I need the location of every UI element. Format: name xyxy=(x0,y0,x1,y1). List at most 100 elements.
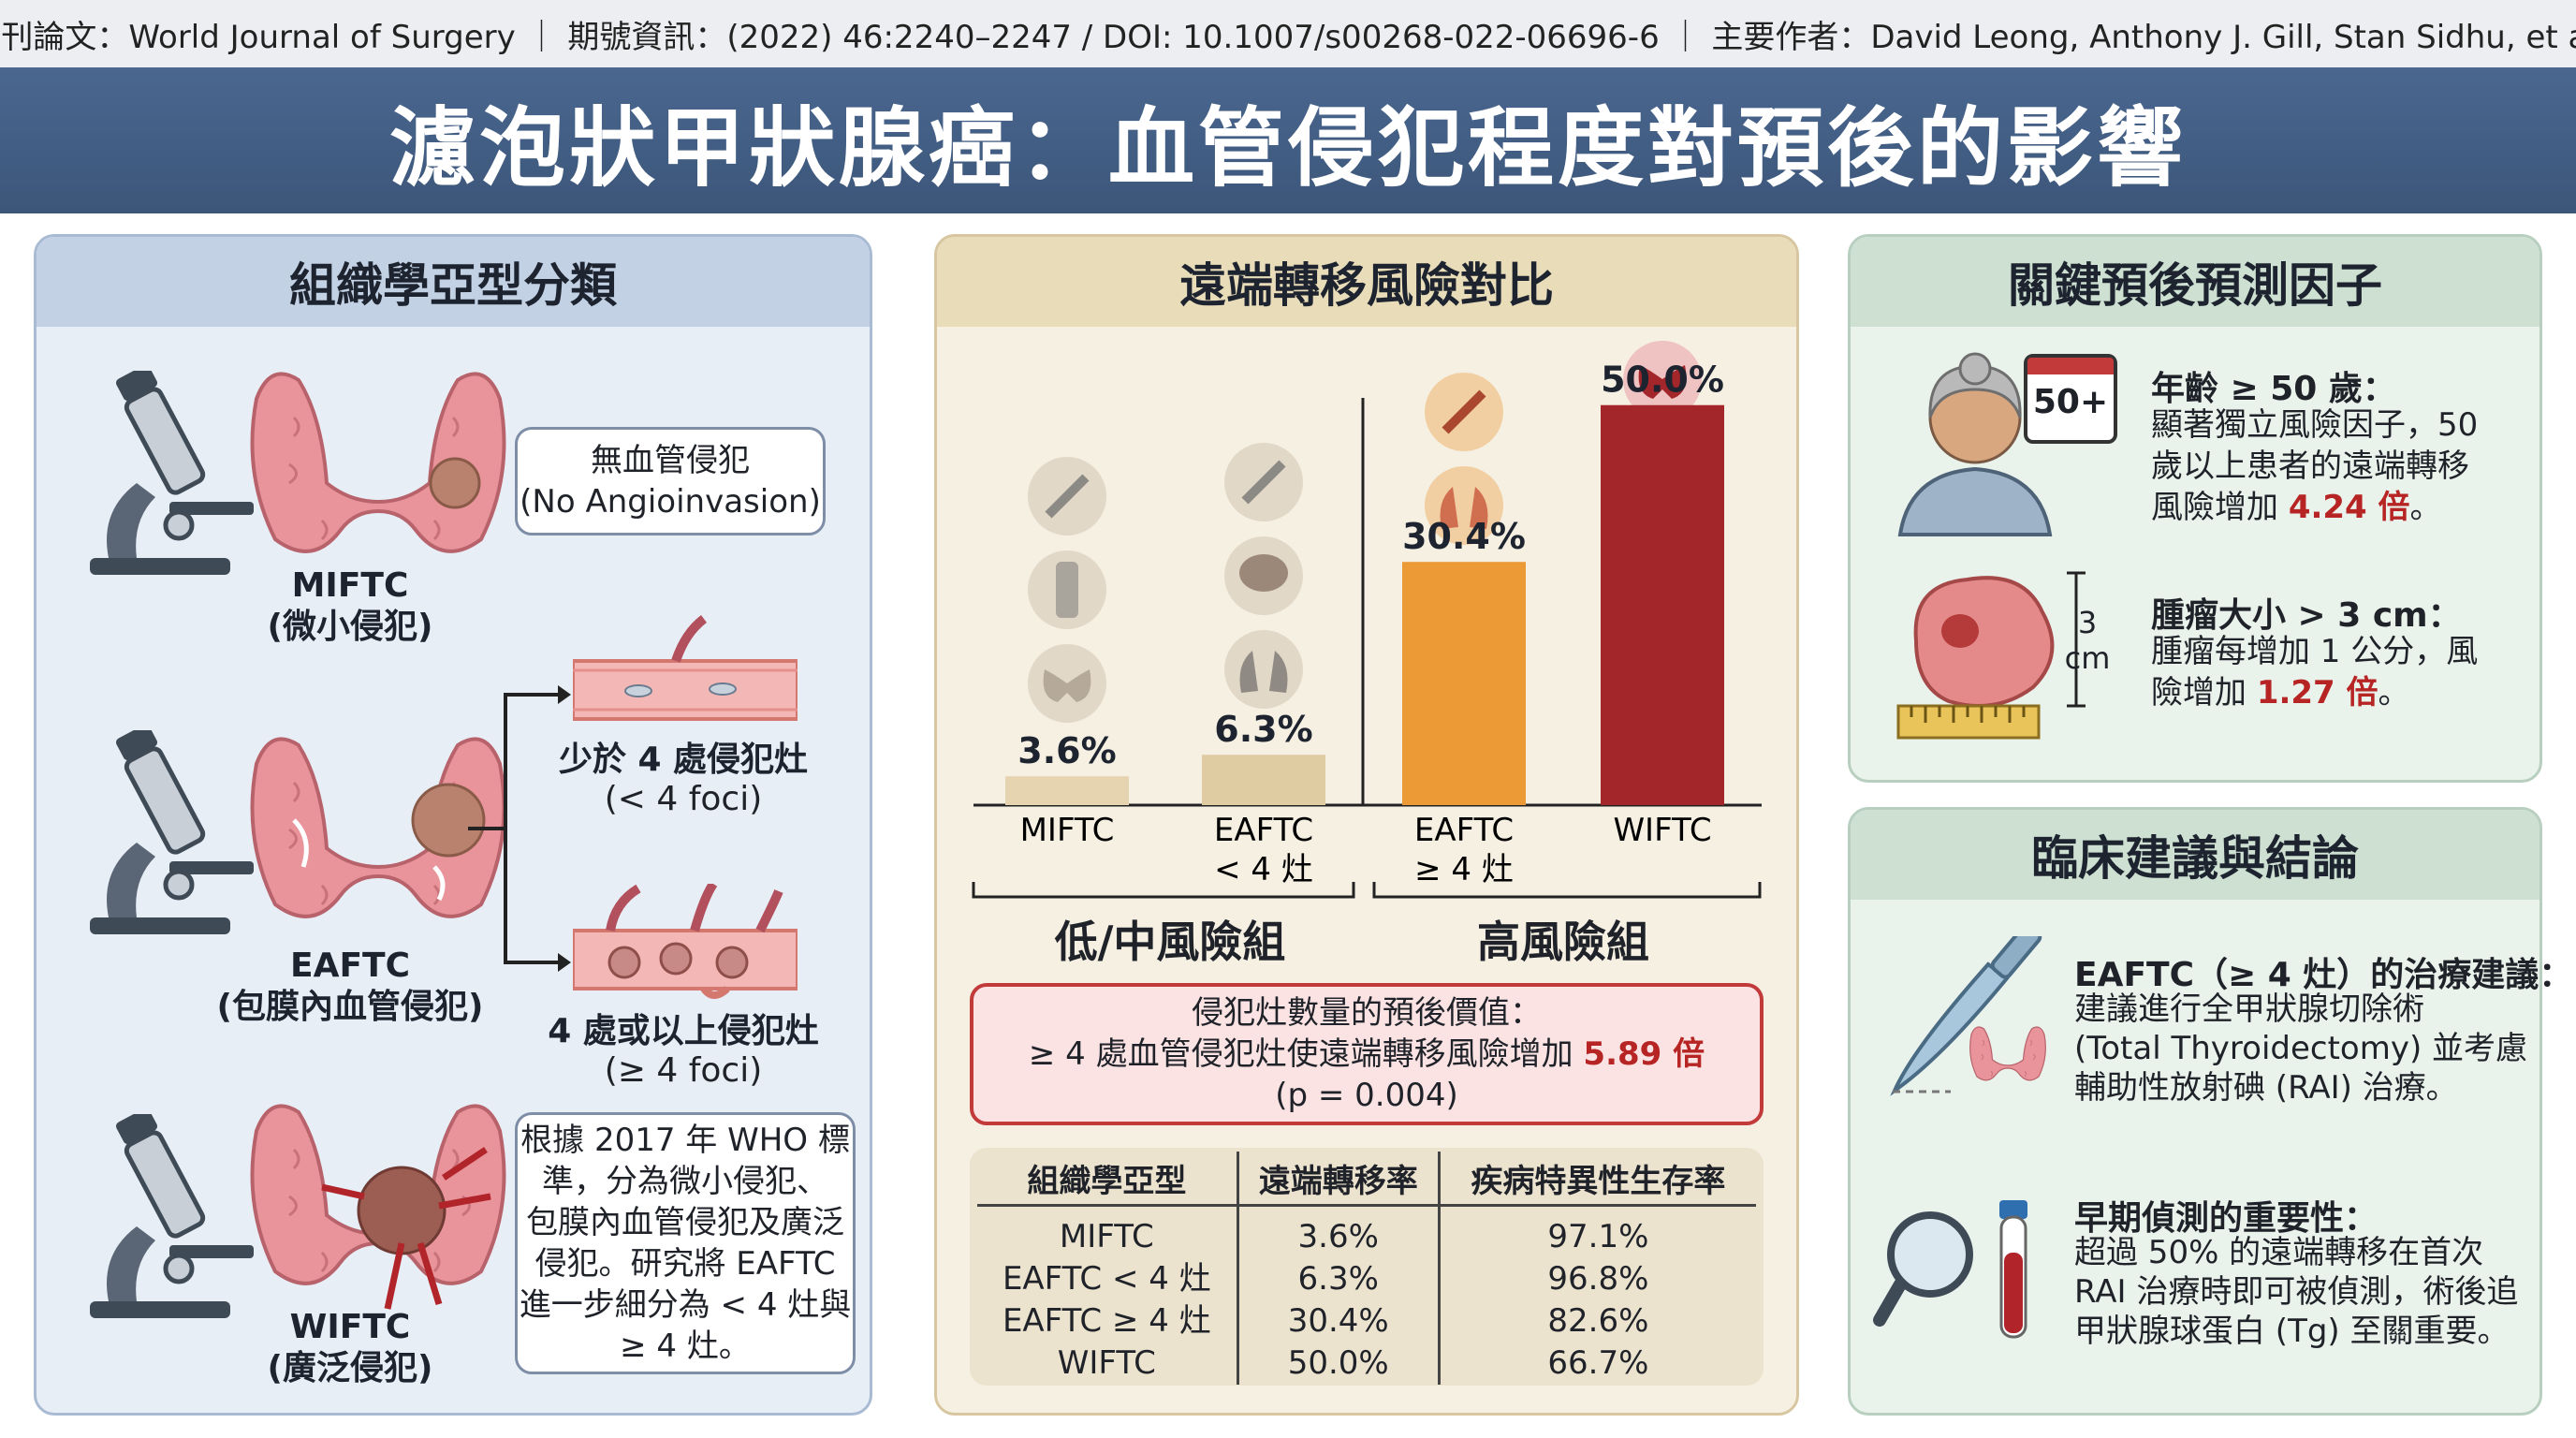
wiftc-label: WIFTC xyxy=(289,1308,411,1346)
thyroid-icon xyxy=(250,372,506,553)
table-cell: 30.4% xyxy=(1236,1300,1440,1343)
table-cell: 97.1% xyxy=(1437,1216,1756,1258)
predictors-heading: 關鍵預後預測因子 xyxy=(1851,237,2539,327)
who-note-line: 包膜內血管侵犯及廣泛 xyxy=(526,1204,844,1241)
bar-1 xyxy=(1202,755,1325,805)
table-row xyxy=(977,1205,1756,1216)
table-cell: WIFTC xyxy=(1057,1344,1156,1382)
who-note-line: 根據 2017 年 WHO 標 xyxy=(520,1122,850,1159)
table-cell: 82.6% xyxy=(1437,1300,1756,1343)
who-note-line: 進一步細分為 < 4 灶與 xyxy=(519,1286,852,1324)
rec2-line: 超過 50% 的遠端轉移在首次 xyxy=(2074,1234,2484,1271)
recommendations-heading: 臨床建議與結論 xyxy=(1851,810,2539,900)
low-group-bracket xyxy=(972,882,1355,899)
size-factor-highlight: 1.27 倍 xyxy=(2256,674,2378,712)
prognostic-callout: 侵犯灶數量的預後價值： ≥ 4 處血管侵犯灶使遠端轉移風險增加 5.89 倍 (… xyxy=(970,983,1764,1125)
table-row: WIFTC 50.0% 66.7% xyxy=(977,1343,1756,1385)
callout-highlight: 5.89 倍 xyxy=(1583,1035,1705,1073)
calendar-icon: 50+ xyxy=(2024,354,2117,444)
size-mark-number: 3 xyxy=(2077,605,2098,640)
size-factor-line: 險增加 1.27 倍。 xyxy=(2151,672,2410,713)
bone-icon xyxy=(1224,443,1303,521)
eaftc-label: EAFTC xyxy=(289,946,411,985)
rec1-line: 建議進行全甲狀腺切除術 xyxy=(2074,990,2424,1028)
recommendations-panel: 臨床建議與結論 xyxy=(1848,807,2542,1416)
bar-value-label: 50.0% xyxy=(1601,360,1724,401)
bar-value-label: 3.6% xyxy=(1017,730,1116,771)
bar-3 xyxy=(1601,404,1724,805)
calendar-badge: 50+ xyxy=(2032,383,2109,421)
age-factor-line: 歲以上患者的遠端轉移 xyxy=(2151,448,2469,485)
callout-text: ≥ 4 處血管侵犯灶使遠端轉移風險增加 xyxy=(1028,1035,1584,1073)
table-cell: 96.8% xyxy=(1437,1258,1756,1300)
eaftc-sublabel: (包膜內血管侵犯) xyxy=(216,988,484,1026)
size-factor-text: 險增加 xyxy=(2151,674,2257,712)
age-factor-highlight: 4.24 倍 xyxy=(2288,489,2410,526)
category-sublabel: < 4 灶 xyxy=(1214,851,1313,888)
miftc-sublabel: (微小侵犯) xyxy=(267,608,433,646)
who-note-line: 侵犯。研究將 EAFTC xyxy=(534,1245,836,1283)
size-mark-unit: cm xyxy=(2064,640,2111,676)
table-cell: 3.6% xyxy=(1236,1216,1440,1258)
who-note-box: 根據 2017 年 WHO 標 準，分為微小侵犯、 包膜內血管侵犯及廣泛 侵犯。… xyxy=(515,1112,856,1374)
callout-pvalue: (p = 0.004) xyxy=(1275,1077,1458,1114)
bar-2 xyxy=(1402,562,1526,805)
table-cell: EAFTC < 4 灶 xyxy=(1002,1260,1211,1298)
tumor-ruler-icon xyxy=(1896,571,2086,740)
who-note-line: ≥ 4 灶。 xyxy=(620,1328,751,1365)
no-angioinvasion-box: 無血管侵犯 (No Angioinvasion) xyxy=(515,427,826,536)
scalpel-icon xyxy=(1890,936,2042,1096)
category-label: MIFTC xyxy=(1020,812,1115,849)
high-group-bracket xyxy=(1372,882,1762,899)
outcome-table: 組織學亞型 遠端轉移率 疾病特異性生存率 MIFTC 3.6% 97.1% EA… xyxy=(977,1152,1756,1385)
table-header: 疾病特異性生存率 xyxy=(1437,1152,1756,1207)
age-factor-title: 年齡 ≥ 50 歲： xyxy=(2151,370,2396,408)
bone-icon xyxy=(1425,373,1503,451)
trachea-icon xyxy=(1028,550,1106,629)
age-factor-text: 。 xyxy=(2409,489,2442,526)
elderly-person-icon xyxy=(1897,352,2053,536)
size-factor-title: 腫瘤大小 > 3 cm： xyxy=(2151,596,2462,635)
size-factor-line: 腫瘤每增加 1 公分，風 xyxy=(2151,633,2479,670)
rec2-line: 甲狀腺球蛋白 (Tg) 至關重要。 xyxy=(2074,1313,2510,1350)
branch-arrow-icon xyxy=(468,685,571,972)
low-risk-group-label: 低/中風險組 xyxy=(1054,917,1286,967)
no-angioinvasion-text: 無血管侵犯 xyxy=(591,442,750,479)
outcome-table-box: 組織學亞型 遠端轉移率 疾病特異性生存率 MIFTC 3.6% 97.1% EA… xyxy=(970,1148,1764,1386)
table-cell: EAFTC ≥ 4 灶 xyxy=(1002,1302,1211,1340)
age-factor-text: 風險增加 xyxy=(2151,489,2289,526)
four-or-more-en: (≥ 4 foci) xyxy=(604,1051,763,1090)
table-cell: MIFTC xyxy=(1059,1218,1154,1255)
less-than-4-label: 少於 4 處侵犯灶 xyxy=(558,741,809,779)
vessel-invasion-icon xyxy=(573,884,798,999)
page-title: 濾泡狀甲狀腺癌：血管侵犯程度對預後的影響 xyxy=(0,67,2576,213)
brain-icon xyxy=(1224,536,1303,615)
size-factor-text: 。 xyxy=(2378,674,2410,712)
thyroid-icon xyxy=(250,1104,506,1310)
lung-icon xyxy=(1425,466,1503,545)
table-cell: 50.0% xyxy=(1236,1343,1440,1385)
rec1-line: 輔助性放射碘 (RAI) 治療。 xyxy=(2074,1069,2458,1107)
table-header-row: 組織學亞型 遠端轉移率 疾病特異性生存率 xyxy=(977,1152,1756,1207)
four-or-more-label: 4 處或以上侵犯灶 xyxy=(548,1012,819,1050)
table-row: MIFTC 3.6% 97.1% xyxy=(977,1216,1756,1258)
callout-line: ≥ 4 處血管侵犯灶使遠端轉移風險增加 5.89 倍 xyxy=(1029,1034,1705,1075)
callout-title: 侵犯灶數量的預後價值： xyxy=(1192,994,1542,1032)
miftc-label: MIFTC xyxy=(291,566,409,605)
citation-bar: 期刊論文：World Journal of Surgery ｜ 期號資訊：(20… xyxy=(0,0,2576,67)
thyroid-small-icon xyxy=(1969,1026,2046,1081)
thyroid-small-icon xyxy=(1028,644,1106,723)
table-header: 組織學亞型 xyxy=(977,1152,1238,1207)
thyroid-red-icon xyxy=(1623,341,1702,419)
table-cell: 6.3% xyxy=(1236,1258,1440,1300)
bar-0 xyxy=(1005,776,1129,805)
table-row: EAFTC ≥ 4 灶 30.4% 82.6% xyxy=(977,1300,1756,1343)
table-cell: 66.7% xyxy=(1437,1343,1756,1385)
category-label: WIFTC xyxy=(1613,812,1711,849)
lung-icon xyxy=(1224,630,1303,709)
rec2-line: RAI 治療時即可被偵測，術後追 xyxy=(2074,1273,2519,1311)
bar-value-label: 30.4% xyxy=(1402,516,1526,557)
no-angioinvasion-en: (No Angioinvasion) xyxy=(520,483,821,521)
category-sublabel: ≥ 4 灶 xyxy=(1414,851,1514,888)
